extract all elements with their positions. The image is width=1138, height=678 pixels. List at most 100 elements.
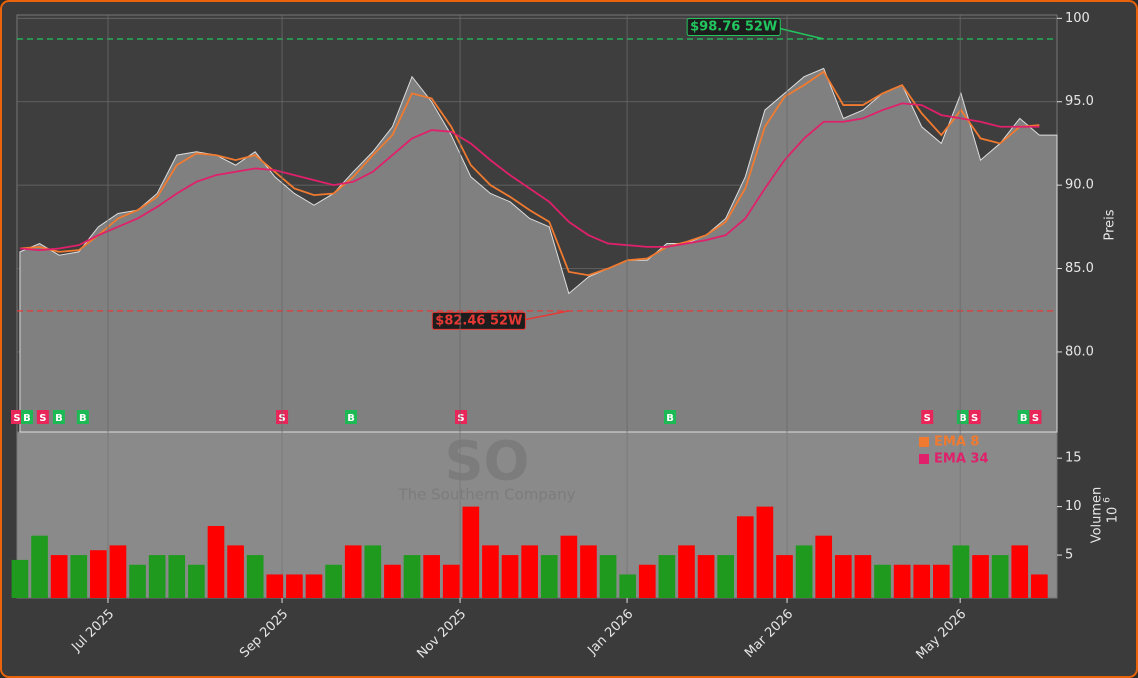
volume-bar xyxy=(70,555,88,598)
level-arrow xyxy=(518,310,570,322)
volume-bar xyxy=(501,555,519,598)
y-tick-label: 15 xyxy=(1065,451,1082,466)
signal-box xyxy=(968,410,981,424)
volume-bar xyxy=(384,564,401,598)
volume-bar xyxy=(521,545,538,598)
volume-bar xyxy=(403,555,421,598)
volume-bar xyxy=(442,564,460,598)
signal-box xyxy=(20,410,33,424)
signal-box xyxy=(664,410,677,424)
legend-label: EMA 8 xyxy=(934,435,979,450)
y-tick-label: 80.0 xyxy=(1065,344,1094,359)
volume-bar xyxy=(756,506,774,598)
volume-bar xyxy=(913,564,931,598)
volume-bar xyxy=(364,545,382,598)
volume-bar xyxy=(482,545,499,598)
volume-bar xyxy=(580,545,597,598)
y-tick-label: 85.0 xyxy=(1065,261,1094,276)
volume-bar xyxy=(266,574,284,598)
y-tick-label: 90.0 xyxy=(1065,178,1094,193)
plot: forexsignale.trade80.085.090.095.0100$98… xyxy=(11,11,1094,663)
volume-bar xyxy=(462,506,480,598)
signal-box xyxy=(921,410,934,424)
volume-bar xyxy=(90,550,107,598)
signal-box xyxy=(1017,410,1030,424)
volume-bar xyxy=(972,555,989,598)
signal-label: B xyxy=(23,413,31,424)
y-axis-label: Preis xyxy=(1103,209,1118,240)
y-tick-label: 95.0 xyxy=(1065,94,1094,109)
volume-bar xyxy=(148,555,166,598)
volume-bar xyxy=(344,545,362,598)
y-tick-label: 100 xyxy=(1065,11,1090,26)
signal-box xyxy=(76,410,89,424)
volume-bar xyxy=(893,564,911,598)
level-label: $98.76 52W xyxy=(690,20,777,35)
volume-bar xyxy=(599,555,617,598)
volume-bar xyxy=(168,555,186,598)
y-tick-label: 5 xyxy=(1065,548,1073,563)
legend-swatch xyxy=(919,437,929,447)
y-scale-base: 10 xyxy=(1106,507,1121,524)
y-tick-label: 10 xyxy=(1065,499,1082,514)
volume-bar xyxy=(540,555,558,598)
volume-bar xyxy=(776,555,793,598)
signal-box xyxy=(345,410,358,424)
ema-line xyxy=(19,102,1040,252)
volume-bar xyxy=(11,559,29,598)
signal-label: S xyxy=(13,413,20,424)
signal-label: B xyxy=(55,413,63,424)
volume-bar xyxy=(697,555,715,598)
level-arrow xyxy=(773,26,824,40)
signal-label: B xyxy=(959,413,967,424)
volume-bar xyxy=(305,574,323,598)
volume-bar xyxy=(952,545,970,598)
volume-bar xyxy=(246,555,264,598)
volume-bar xyxy=(129,564,146,598)
volume-bar xyxy=(658,555,676,598)
volume-bar xyxy=(736,516,754,598)
volume-bar xyxy=(795,545,813,598)
volume-bar xyxy=(109,545,127,598)
signal-label: S xyxy=(39,413,46,424)
legend-swatch xyxy=(919,454,929,464)
signal-box xyxy=(11,410,23,424)
volume-bar xyxy=(423,555,440,598)
signal-label: B xyxy=(1020,413,1028,424)
legend-label: EMA 34 xyxy=(934,452,989,467)
signal-label: S xyxy=(457,413,464,424)
y-scale-exp: 6 xyxy=(1103,497,1113,503)
signal-label: B xyxy=(79,413,87,424)
volume-bar xyxy=(678,545,695,598)
signal-label: B xyxy=(347,413,355,424)
level-label-box xyxy=(431,311,526,330)
volume-bar xyxy=(717,555,735,598)
volume-bar xyxy=(854,555,872,598)
volume-bar xyxy=(50,555,68,598)
volume-bar xyxy=(207,525,225,598)
volume-bar xyxy=(991,555,1009,598)
volume-bar xyxy=(619,574,637,598)
watermark: SO xyxy=(445,430,530,493)
signal-label: S xyxy=(924,413,931,424)
volume-bar xyxy=(325,564,342,598)
volume-bar xyxy=(933,564,950,598)
volume-bar xyxy=(188,564,205,598)
signal-box xyxy=(52,410,65,424)
signal-label: B xyxy=(666,413,674,424)
level-label-box xyxy=(686,18,781,37)
signal-label: S xyxy=(1032,413,1039,424)
volume-bar xyxy=(815,535,833,598)
volume-bar xyxy=(1031,574,1048,598)
volume-bar xyxy=(227,545,244,598)
signal-box xyxy=(455,410,468,424)
volume-bar xyxy=(286,574,303,598)
volume-bar xyxy=(638,564,656,598)
volume-bar xyxy=(1011,545,1029,598)
ema-line xyxy=(19,70,1040,277)
watermark-sub: The Southern Company xyxy=(397,486,575,504)
y-axis-label: Volumen xyxy=(1090,487,1105,544)
volume-bar xyxy=(874,564,891,598)
volume-bar xyxy=(31,535,48,598)
